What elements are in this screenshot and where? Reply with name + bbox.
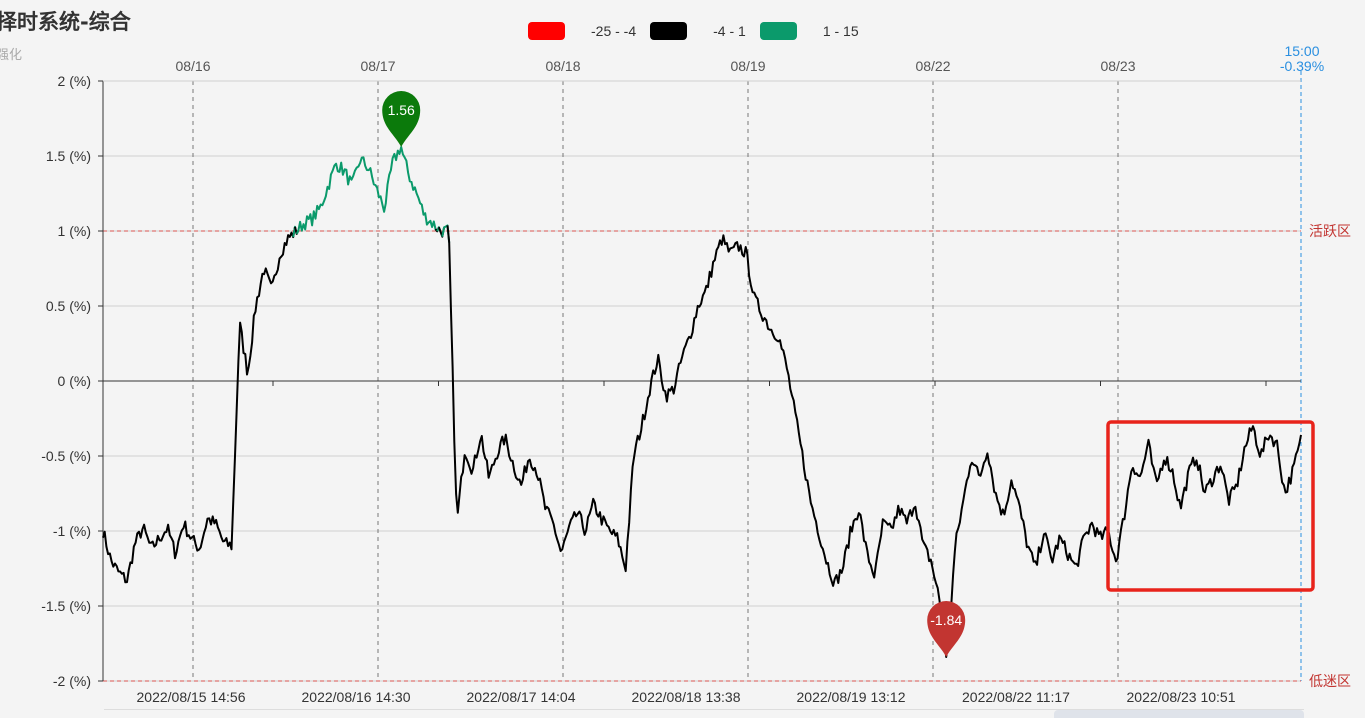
legend-item-red[interactable]: -25 - -4 [528, 22, 636, 40]
y-tick-label: -1.5 (%) [41, 598, 91, 614]
legend-swatch-red [528, 22, 565, 40]
y-tick-label: 1.5 (%) [46, 148, 91, 164]
series-segment [295, 146, 439, 235]
y-tick-label: -2 (%) [53, 673, 91, 689]
top-tick-label: 08/18 [545, 58, 580, 74]
x-tick-label: 2022/08/23 10:51 [1127, 689, 1236, 705]
legend-label: -4 - 1 [713, 23, 746, 39]
y-tick-label: 1 (%) [58, 223, 91, 239]
y-tick-label: -1 (%) [53, 523, 91, 539]
pin-shape [927, 601, 966, 657]
axes: 2 (%) 1.5 (%) 1 (%) 0.5 (%) 0 (%) -0.5 (%) -1 … [41, 43, 1324, 705]
series-line [102, 146, 1302, 658]
x-tick-label: 2022/08/22 11:17 [962, 689, 1070, 705]
top-tick-label: 08/16 [175, 58, 210, 74]
legend-label: 1 - 15 [822, 23, 859, 39]
cursor-time: 15:00 [1284, 43, 1319, 59]
y-tick-label: -0.5 (%) [41, 448, 91, 464]
pin-label: -1.84 [930, 612, 962, 628]
legend-item-green[interactable]: 1 - 15 [759, 22, 859, 40]
page-subtitle: 强化 [0, 48, 23, 63]
legend-label: -25 - -4 [591, 23, 637, 39]
mark-line-label: 低迷区 [1309, 673, 1351, 689]
top-tick-label: 08/22 [915, 58, 950, 74]
mark-pin: 1.56 [382, 91, 421, 147]
top-tick-label: 08/19 [730, 58, 765, 74]
x-tick-label: 2022/08/16 14:30 [302, 689, 411, 705]
x-tick-label: 2022/08/17 14:04 [467, 689, 576, 705]
legend-swatch-green [759, 22, 797, 40]
mark-pin: -1.84 [927, 601, 966, 657]
mark-line-label: 活跃区 [1309, 223, 1351, 239]
y-tick-label: 2 (%) [58, 73, 91, 89]
x-tick-label: 2022/08/19 13:12 [797, 689, 906, 705]
top-tick-label: 08/23 [1100, 58, 1135, 74]
series-segment [446, 225, 1302, 658]
y-tick-label: 0 (%) [58, 373, 91, 389]
highlight-box [1106, 420, 1315, 592]
cursor-value: -0.39% [1280, 58, 1324, 74]
legend-swatch-black [650, 22, 688, 40]
y-tick-label: 0.5 (%) [46, 298, 91, 314]
datazoom-slider[interactable] [104, 709, 1304, 718]
legend-item-black[interactable]: -4 - 1 [650, 22, 746, 40]
mark-points: 1.56 -1.84 [382, 91, 966, 657]
x-tick-label: 2022/08/15 14:56 [137, 689, 246, 705]
x-tick-label: 2022/08/18 13:38 [632, 689, 741, 705]
page-title: 择时系统-综合 [0, 10, 131, 34]
pin-label: 1.56 [388, 102, 415, 118]
legend: -25 - -4 -4 - 1 1 - 15 [528, 22, 873, 40]
datazoom-handle[interactable] [1054, 710, 1304, 718]
pin-shape [382, 91, 421, 147]
top-tick-label: 08/17 [360, 58, 395, 74]
series-segment [102, 226, 296, 584]
